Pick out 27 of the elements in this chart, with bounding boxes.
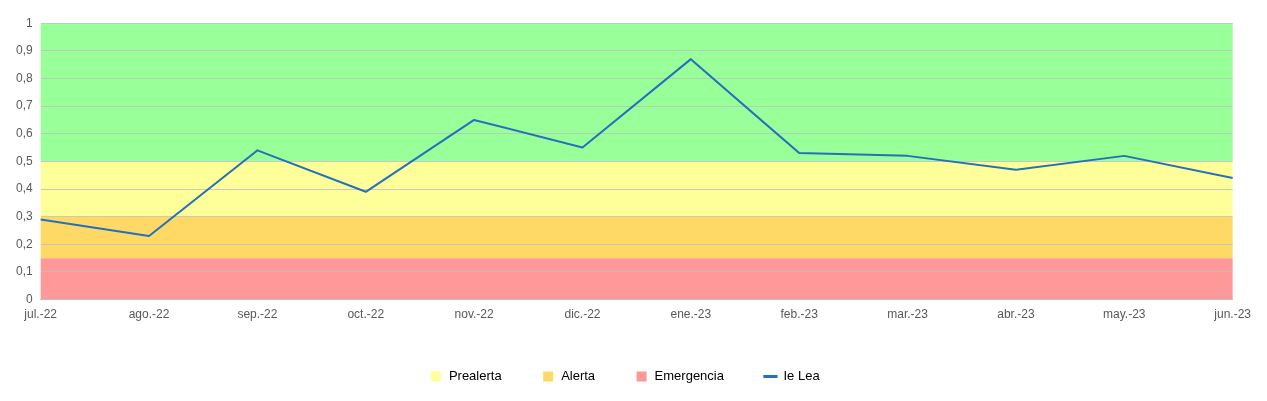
- y-tick-label: 0,4: [15, 181, 33, 196]
- x-tick-label: feb.-23: [780, 307, 819, 322]
- y-tick-label: 0,7: [15, 98, 33, 113]
- y-tick-label: 0,2: [15, 236, 33, 251]
- y-tick-label: 0: [25, 291, 33, 306]
- legend-label: Emergencia: [654, 368, 725, 384]
- legend-label: Alerta: [561, 368, 596, 384]
- legend-label: Ie Lea: [783, 368, 821, 384]
- y-tick-label: 1: [25, 15, 33, 30]
- y-tick-label: 0,1: [15, 264, 33, 279]
- x-tick-label: sep.-22: [237, 307, 278, 322]
- x-tick-label: abr.-23: [997, 307, 1035, 322]
- y-tick-label: 0,5: [15, 153, 33, 168]
- x-tick-label: ago.-22: [128, 307, 170, 322]
- x-tick-label: jun.-23: [1213, 307, 1252, 322]
- y-tick-label: 0,6: [15, 126, 33, 141]
- y-tick-label: 0,9: [15, 43, 33, 58]
- x-tick-label: oct.-22: [347, 307, 385, 322]
- x-tick-label: ene.-23: [670, 307, 712, 322]
- x-tick-label: may.-23: [1103, 307, 1146, 322]
- x-tick-label: dic.-22: [564, 307, 601, 322]
- x-tick-label: nov.-22: [454, 307, 495, 322]
- y-tick-label: 0,3: [15, 208, 33, 223]
- y-tick-label: 0,8: [15, 70, 33, 85]
- legend-label: Prealerta: [448, 368, 503, 384]
- x-tick-label: jul.-22: [23, 307, 58, 322]
- x-tick-label: mar.-23: [887, 307, 929, 322]
